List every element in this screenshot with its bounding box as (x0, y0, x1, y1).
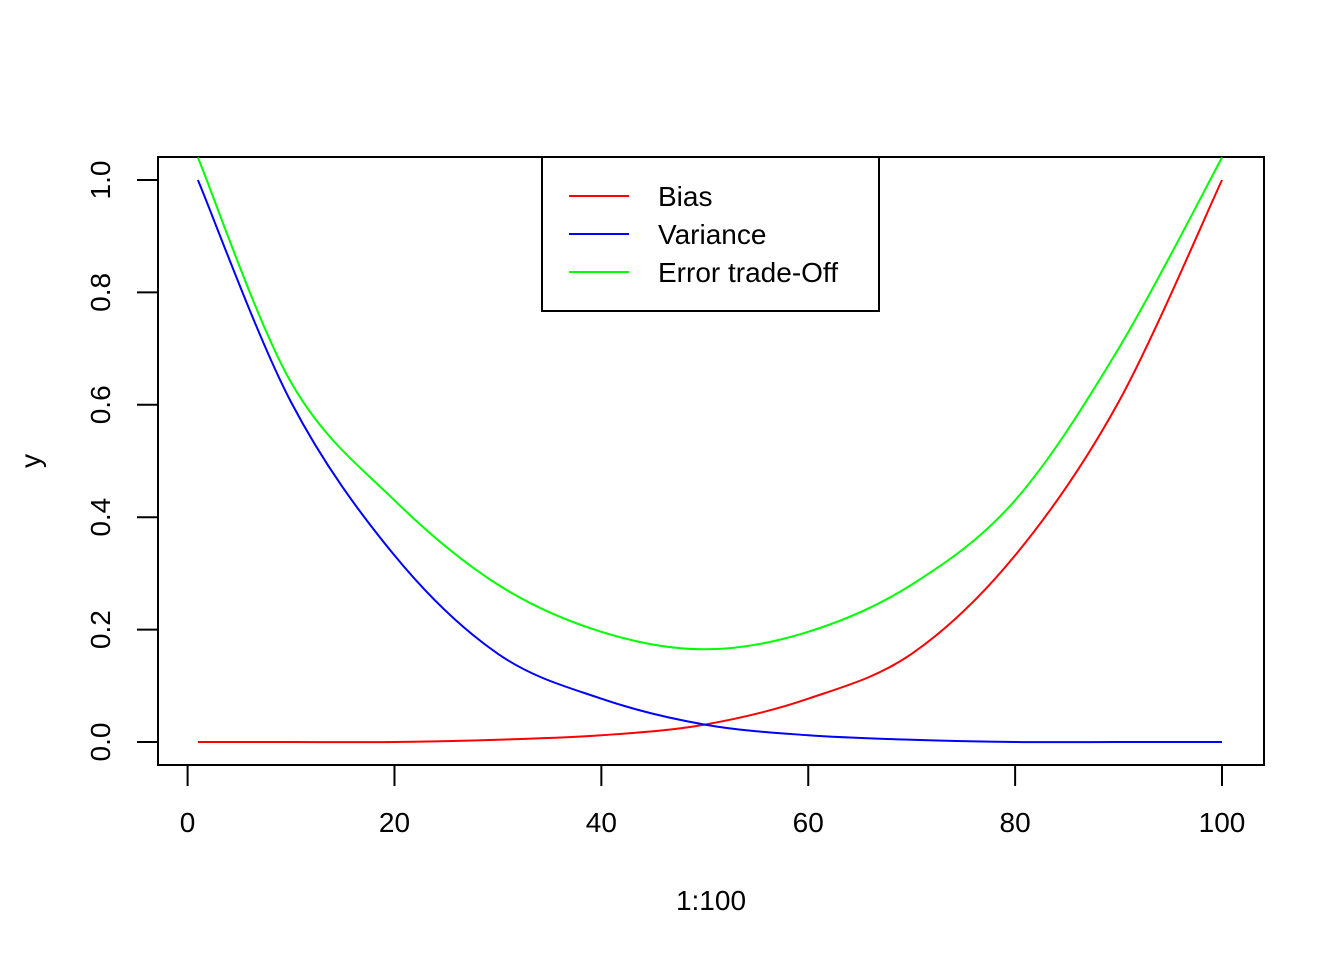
x-tick-label-4: 80 (1000, 807, 1031, 838)
series-line-1 (196, 179, 1222, 744)
y-tick-label-3: 0.6 (85, 385, 116, 424)
y-tick-label-0: 0.0 (85, 723, 116, 762)
y-tick-label-2: 0.4 (85, 498, 116, 537)
y-tick-label-5: 1.0 (85, 161, 116, 200)
y-tick-label-4: 0.8 (85, 273, 116, 312)
y-tick-label-1: 0.2 (85, 610, 116, 649)
x-axis: 0 20 40 60 80 100 (180, 764, 1246, 838)
x-tick-label-2: 40 (586, 807, 617, 838)
series-line-0 (197, 179, 1223, 744)
y-axis: 0.0 0.2 0.4 0.6 0.8 1.0 (85, 161, 159, 762)
series-layer (196, 157, 1223, 744)
legend: Bias Variance Error trade-Off (541, 156, 880, 312)
legend-label-2: Error trade-Off (658, 257, 838, 288)
x-tick-label-3: 60 (793, 807, 824, 838)
legend-label-1: Variance (658, 219, 766, 250)
series-line-2 (196, 157, 1223, 651)
x-tick-label-1: 20 (379, 807, 410, 838)
y-axis-title: y (15, 454, 46, 468)
x-tick-label-0: 0 (180, 807, 196, 838)
x-axis-title: 1:100 (676, 885, 746, 916)
legend-label-0: Bias (658, 181, 712, 212)
x-tick-label-5: 100 (1199, 807, 1246, 838)
